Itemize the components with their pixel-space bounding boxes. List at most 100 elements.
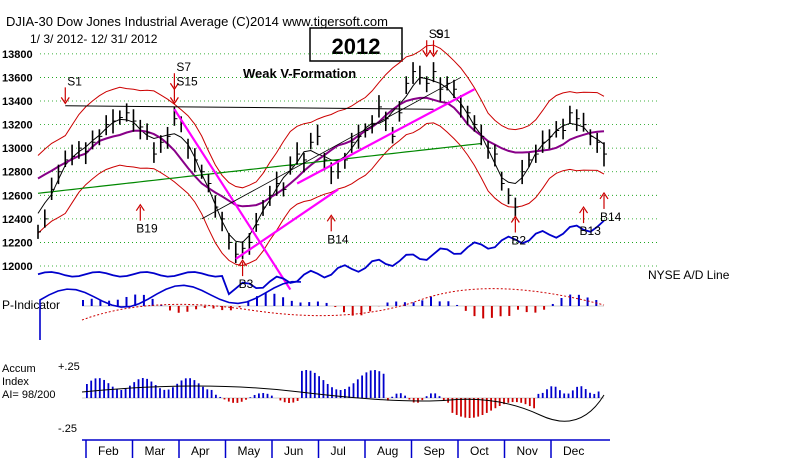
month-label: Jun (284, 444, 303, 458)
pindicator-bar (203, 306, 206, 308)
accum-bar (528, 398, 531, 407)
accum-bar (408, 398, 411, 400)
accum-bar (210, 389, 213, 398)
accum-bar (520, 398, 523, 403)
accum-bar (597, 391, 600, 398)
signal-label: S15 (176, 74, 198, 88)
accum-bar (202, 386, 204, 398)
accum-bar (455, 398, 458, 415)
accum-bar (503, 398, 505, 405)
accum-bar (593, 393, 596, 398)
accum-label-2: Index (2, 376, 29, 388)
accum-ma (81, 385, 605, 422)
pindicator-bar (116, 299, 119, 306)
accum-bar (258, 393, 260, 398)
accum-bar (554, 386, 557, 398)
accum-bar (219, 396, 222, 398)
y-tick-label: 12400 (2, 214, 33, 226)
accum-bar (511, 398, 514, 403)
pindicator-bar (247, 301, 250, 306)
header-date-range: 1/ 3/ 2012- 12/ 31/ 2012 (30, 32, 158, 46)
pindicator-bar (490, 306, 493, 318)
pindicator-bar (195, 306, 198, 310)
month-label: Aug (377, 444, 398, 458)
signal-label: B14 (600, 210, 622, 224)
sell-arrow-head (429, 49, 439, 58)
accum-bar (571, 390, 574, 398)
pindicator-bar (586, 297, 589, 306)
accum-bar (107, 383, 110, 398)
accum-bar (421, 398, 424, 401)
pindicator-bar (569, 294, 572, 306)
pindicator-bar (308, 302, 311, 306)
signal-label: B19 (136, 222, 158, 236)
pindicator-bar (125, 296, 128, 306)
header-title: DJIA-30 Dow Jones Industrial Average (C)… (6, 14, 388, 29)
accum-bar (227, 398, 230, 402)
y-tick-label: 13200 (2, 120, 33, 132)
accum-bar (279, 398, 282, 401)
pindicator-bar (543, 306, 546, 310)
accum-bar (197, 383, 200, 398)
accum-bar (111, 386, 114, 398)
accum-bar (430, 393, 432, 398)
accum-bar (490, 398, 492, 411)
accum-bar (378, 371, 381, 398)
month-label: Apr (191, 444, 210, 458)
accum-bar (137, 379, 140, 398)
accum-bar (322, 380, 325, 398)
pindicator-bar (421, 300, 424, 306)
accum-bar (417, 398, 419, 403)
accum-bar (215, 394, 217, 398)
pindicator-bar (403, 302, 406, 306)
pindicator-bar (499, 306, 502, 317)
sell-arrow-head (422, 49, 432, 58)
pindicator-bar (273, 293, 276, 306)
pindicator-bar (447, 301, 450, 306)
accum-bar (374, 370, 376, 398)
accum-bar (339, 389, 342, 398)
accum-bar (473, 398, 475, 418)
accum-bar (223, 398, 226, 400)
accum-bar (533, 398, 535, 409)
accum-bar (206, 389, 209, 398)
buy-arrow-head (599, 191, 609, 200)
accum-bar (193, 380, 196, 398)
uptrend-line-1 (235, 188, 339, 260)
accum-bar (150, 381, 153, 398)
nyse-ad-label: NYSE A/D Line (648, 268, 730, 282)
pindicator-bar (551, 303, 554, 306)
pindicator-bar (316, 301, 319, 306)
accum-bar (391, 396, 394, 398)
accum-bar (180, 380, 183, 398)
signal-label: S1 (436, 27, 451, 41)
pindicator-bar (160, 305, 163, 306)
signal-label: B3 (239, 277, 254, 291)
year-box (309, 27, 403, 62)
sell-arrow-head (169, 97, 179, 105)
accum-bar (507, 398, 510, 403)
accum-bar (133, 382, 136, 398)
y-tick-label: 13600 (2, 72, 33, 84)
pindicator-bar (386, 302, 389, 306)
accum-bar (563, 393, 566, 398)
buy-arrow-head (135, 203, 145, 212)
short-ma-line (37, 76, 605, 243)
accum-bar (176, 383, 179, 398)
accum-bar (576, 386, 578, 398)
accum-bar (249, 397, 252, 398)
accum-bar (116, 389, 118, 398)
accum-bar (369, 370, 372, 398)
month-label: Feb (98, 444, 119, 458)
accum-bar (425, 396, 428, 398)
y-tick-label: 12600 (2, 190, 33, 202)
signal-label: B13 (580, 224, 602, 238)
y-tick-label: 13800 (2, 49, 33, 61)
accum-bar (240, 398, 243, 402)
accum-bar (90, 380, 93, 398)
accum-bar (537, 393, 540, 398)
y-tick-label: 13000 (2, 143, 33, 155)
pindicator-bar (464, 306, 467, 311)
